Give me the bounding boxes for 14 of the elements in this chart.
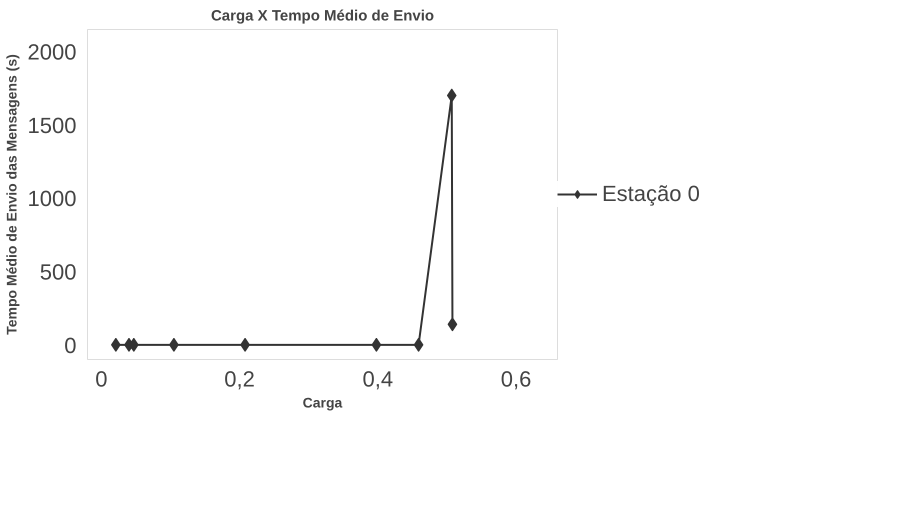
y-tick-label: 2000 [28,40,77,64]
x-tick-label: 0,6 [500,366,532,392]
y-tick-label: 500 [40,260,77,284]
x-tick-label: 0,2 [224,366,255,392]
legend-label: Estação 0 [602,181,700,207]
x-tick-label: 0,4 [362,366,394,392]
x-axis-title: Carga [302,394,343,410]
y-tick-label: 0 [64,332,77,358]
y-tick-label: 1500 [28,112,77,138]
chart-title: Carga X Tempo Médio de Envio [210,8,434,24]
y-tick-label: 1000 [28,186,77,212]
point [446,88,457,102]
x-tick-label: 0 [95,366,108,392]
y-axis-title: Tempo Médio de Envio das Mensagens (s) [4,54,20,335]
